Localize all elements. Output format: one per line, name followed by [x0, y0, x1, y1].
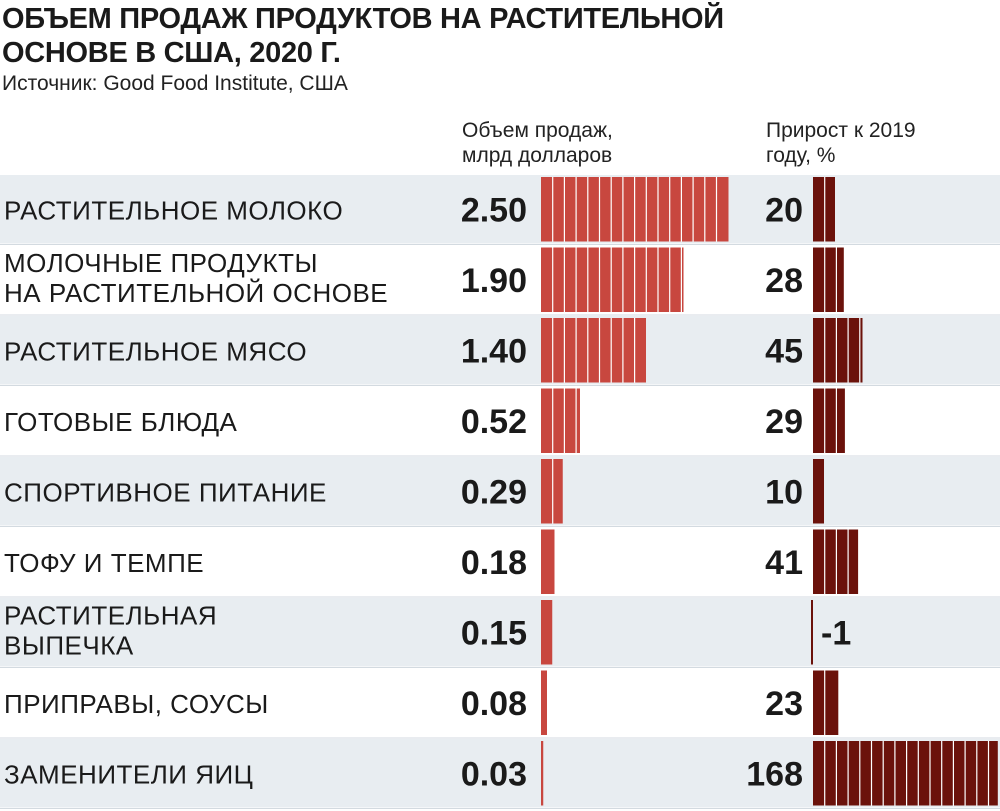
growth-bar — [813, 388, 845, 453]
sales-bar — [541, 318, 646, 383]
sales-column-header: Объем продаж, млрд долларов — [462, 119, 613, 167]
growth-value-label: 41 — [765, 544, 803, 582]
growth-value-label: 10 — [765, 473, 803, 511]
sales-bar — [541, 529, 555, 594]
growth-bar — [813, 247, 844, 312]
growth-column-header: Прирост к 2019 году, % — [766, 119, 916, 167]
sales-value-label: 0.03 — [461, 755, 527, 793]
sales-bar — [541, 600, 553, 665]
sales-value-label: 0.08 — [461, 685, 527, 723]
sales-value-label: 1.40 — [461, 332, 527, 370]
growth-value-label: -1 — [821, 614, 851, 652]
chart-title: ОБЪЕМ ПРОДАЖ ПРОДУКТОВ НА РАСТИТЕЛЬНОЙ О… — [2, 3, 724, 69]
growth-bar — [811, 600, 813, 665]
row-background — [0, 598, 1000, 667]
category-label: СПОРТИВНОЕ ПИТАНИЕ — [4, 477, 327, 507]
growth-bar — [813, 529, 859, 594]
sales-value-label: 0.18 — [461, 544, 527, 582]
sales-value-label: 0.15 — [461, 614, 527, 652]
category-label: РАСТИТЕЛЬНОЕ МЯСО — [4, 336, 307, 366]
sales-bar — [541, 247, 684, 312]
growth-value-label: 45 — [765, 332, 803, 370]
category-label: ПРИПРАВЫ, СОУСЫ — [4, 689, 269, 719]
row-background — [0, 457, 1000, 526]
growth-bar — [813, 177, 835, 242]
growth-value-label: 23 — [765, 685, 803, 723]
sales-value-label: 0.29 — [461, 473, 527, 511]
growth-bar — [813, 318, 863, 383]
sales-bar — [541, 741, 544, 806]
growth-bar — [813, 459, 824, 524]
sales-value-label: 2.50 — [461, 191, 527, 229]
chart-source: Источник: Good Food Institute, США — [2, 72, 348, 95]
sales-bar — [541, 459, 563, 524]
sales-value-label: 0.52 — [461, 403, 527, 441]
growth-value-label: 20 — [765, 191, 803, 229]
category-label: МОЛОЧНЫЕ ПРОДУКТЫ НА РАСТИТЕЛЬНОЙ ОСНОВЕ — [4, 248, 388, 308]
sales-bar — [541, 388, 580, 453]
growth-bar — [813, 670, 839, 735]
category-label: ЗАМЕНИТЕЛИ ЯИЦ — [4, 759, 253, 789]
sales-bar — [541, 670, 547, 735]
category-label: ГОТОВЫЕ БЛЮДА — [4, 407, 238, 437]
growth-value-label: 29 — [765, 403, 803, 441]
growth-bar — [813, 741, 998, 806]
growth-value-label: 28 — [765, 262, 803, 300]
category-label: РАСТИТЕЛЬНАЯ ВЫПЕЧКА — [4, 600, 217, 660]
category-label: ТОФУ И ТЕМПЕ — [4, 548, 204, 578]
category-label: РАСТИТЕЛЬНОЕ МОЛОКО — [4, 195, 343, 225]
sales-value-label: 1.90 — [461, 262, 527, 300]
growth-value-label: 168 — [746, 755, 803, 793]
